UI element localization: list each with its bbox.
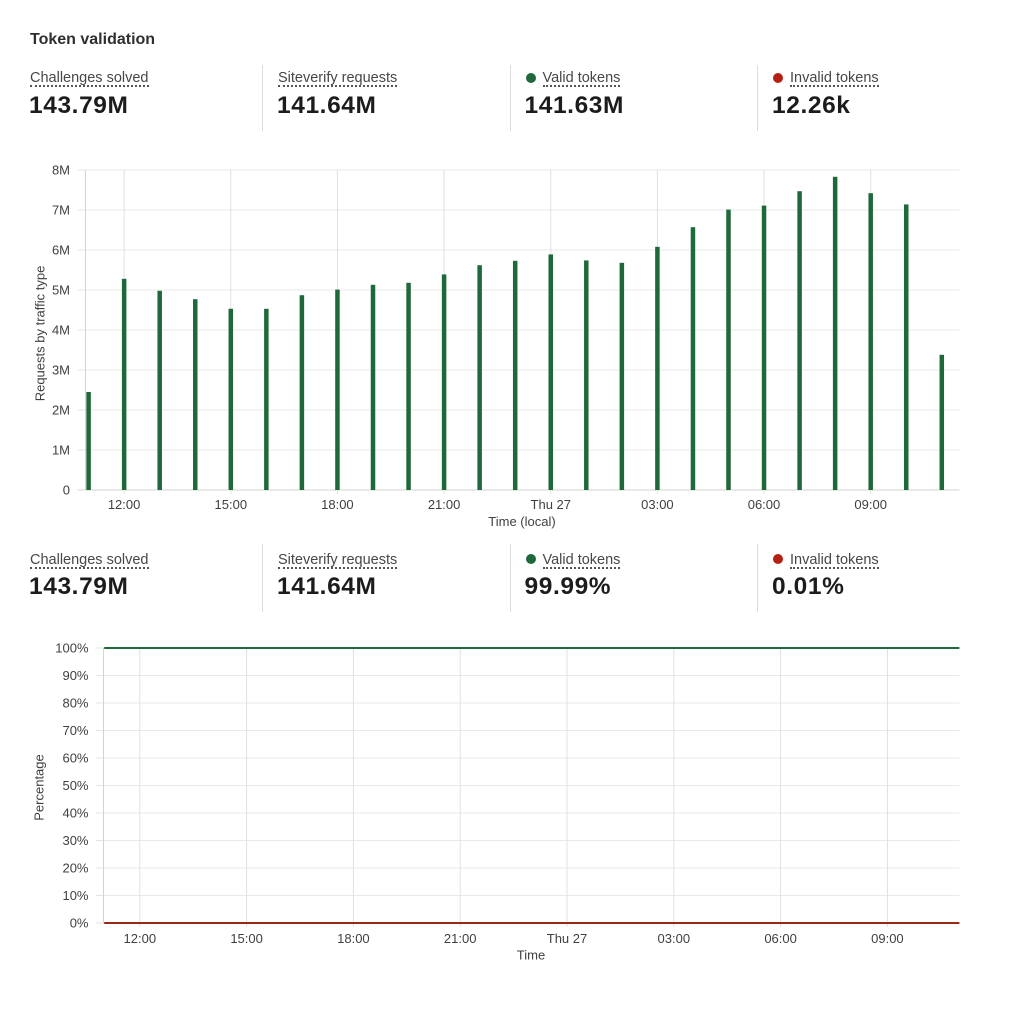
svg-text:06:00: 06:00 (748, 497, 781, 512)
svg-text:21:00: 21:00 (428, 497, 461, 512)
svg-text:Time (local): Time (local) (488, 514, 555, 529)
svg-text:21:00: 21:00 (444, 931, 477, 946)
svg-text:Requests by traffic type: Requests by traffic type (33, 266, 48, 402)
svg-text:70%: 70% (62, 723, 88, 738)
svg-text:1M: 1M (52, 443, 70, 458)
svg-text:15:00: 15:00 (215, 497, 248, 512)
svg-text:30%: 30% (62, 833, 88, 848)
svg-text:10%: 10% (62, 888, 88, 903)
svg-text:20%: 20% (62, 861, 88, 876)
svg-text:Thu 27: Thu 27 (531, 497, 571, 512)
svg-text:4M: 4M (52, 323, 70, 338)
svg-text:09:00: 09:00 (871, 931, 904, 946)
svg-text:Percentage: Percentage (32, 754, 47, 821)
svg-text:Time: Time (517, 948, 545, 963)
svg-text:Thu 27: Thu 27 (547, 931, 587, 946)
svg-text:40%: 40% (62, 806, 88, 821)
svg-text:12:00: 12:00 (124, 931, 157, 946)
svg-text:100%: 100% (55, 641, 89, 656)
svg-text:09:00: 09:00 (854, 497, 887, 512)
svg-text:03:00: 03:00 (658, 931, 691, 946)
svg-text:50%: 50% (62, 778, 88, 793)
svg-text:2M: 2M (52, 403, 70, 418)
svg-text:7M: 7M (52, 203, 70, 218)
svg-text:90%: 90% (62, 668, 88, 683)
svg-text:15:00: 15:00 (230, 931, 263, 946)
svg-text:6M: 6M (52, 243, 70, 258)
svg-text:3M: 3M (52, 363, 70, 378)
svg-text:80%: 80% (62, 696, 88, 711)
svg-text:0: 0 (63, 483, 70, 498)
svg-text:12:00: 12:00 (108, 497, 141, 512)
svg-text:0%: 0% (70, 916, 89, 931)
svg-text:5M: 5M (52, 283, 70, 298)
svg-text:18:00: 18:00 (337, 931, 370, 946)
svg-text:18:00: 18:00 (321, 497, 354, 512)
svg-text:60%: 60% (62, 751, 88, 766)
svg-text:03:00: 03:00 (641, 497, 674, 512)
svg-text:8M: 8M (52, 163, 70, 178)
svg-text:06:00: 06:00 (764, 931, 797, 946)
